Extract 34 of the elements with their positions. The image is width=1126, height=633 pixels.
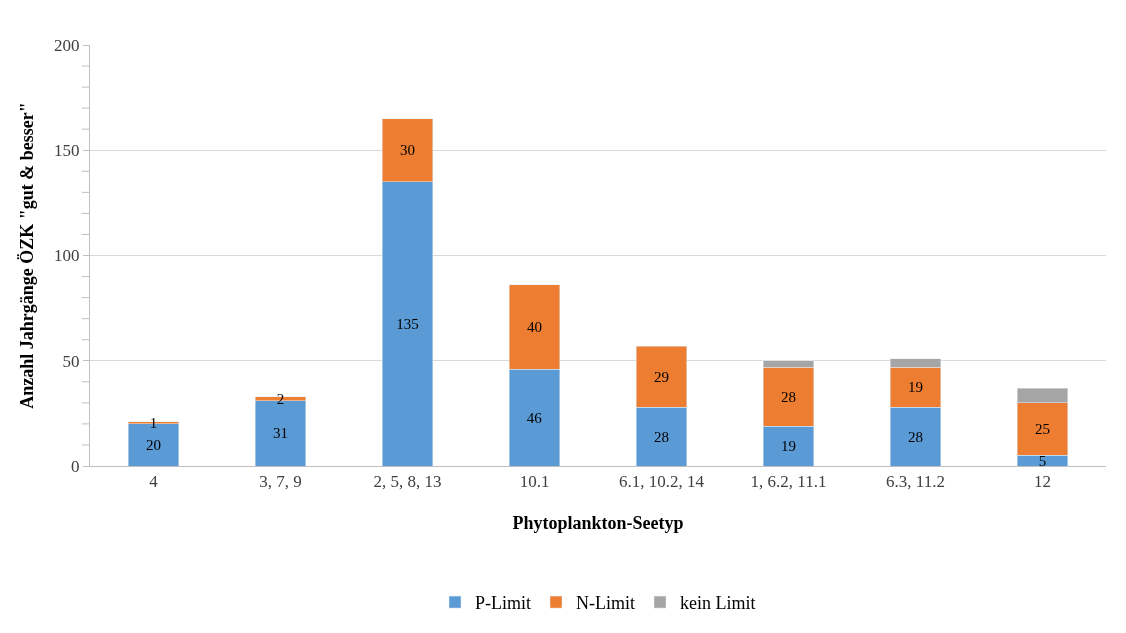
y-tick-label: 0 bbox=[71, 456, 80, 476]
x-tick-label: 10.1 bbox=[519, 472, 550, 492]
x-tick-label: 6.1, 10.2, 14 bbox=[619, 472, 705, 492]
x-tick-label: 2, 5, 8, 13 bbox=[373, 472, 442, 492]
x-axis-title: Phytoplankton-Seetyp bbox=[512, 512, 684, 533]
data-label: 28 bbox=[654, 428, 669, 445]
data-label: 31 bbox=[273, 425, 288, 442]
data-label: 19 bbox=[781, 438, 796, 455]
legend-label: P-Limit bbox=[475, 593, 532, 614]
data-label: 20 bbox=[146, 436, 161, 453]
data-label: 25 bbox=[1035, 421, 1050, 438]
x-tick-label: 1, 6.2, 11.1 bbox=[750, 472, 827, 492]
y-tick-label: 100 bbox=[54, 246, 80, 266]
data-label: 19 bbox=[908, 379, 923, 396]
data-label: 2 bbox=[276, 390, 285, 407]
data-label: 29 bbox=[654, 368, 669, 385]
data-label: 40 bbox=[527, 319, 542, 336]
x-tick-label: 4 bbox=[149, 472, 159, 492]
legend-label: kein Limit bbox=[680, 593, 756, 614]
x-tick-label: 12 bbox=[1034, 472, 1051, 492]
x-tick-label: 6.3, 11.2 bbox=[886, 472, 945, 492]
data-label: 1 bbox=[149, 414, 158, 431]
y-tick-label: 150 bbox=[54, 141, 80, 161]
legend-label: N-Limit bbox=[576, 593, 636, 614]
y-tick-label: 200 bbox=[54, 35, 80, 55]
y-axis-title: Anzahl Jahrgänge ÖZK "gut & besser" bbox=[17, 102, 38, 409]
x-tick-label: 3, 7, 9 bbox=[259, 472, 302, 492]
data-label: 46 bbox=[526, 409, 543, 426]
data-label: 28 bbox=[781, 388, 796, 405]
data-label: 5 bbox=[1038, 452, 1047, 469]
data-label: 28 bbox=[908, 428, 923, 445]
data-label: 135 bbox=[396, 315, 419, 332]
y-tick-label: 50 bbox=[62, 351, 80, 371]
data-label: 30 bbox=[400, 142, 415, 159]
